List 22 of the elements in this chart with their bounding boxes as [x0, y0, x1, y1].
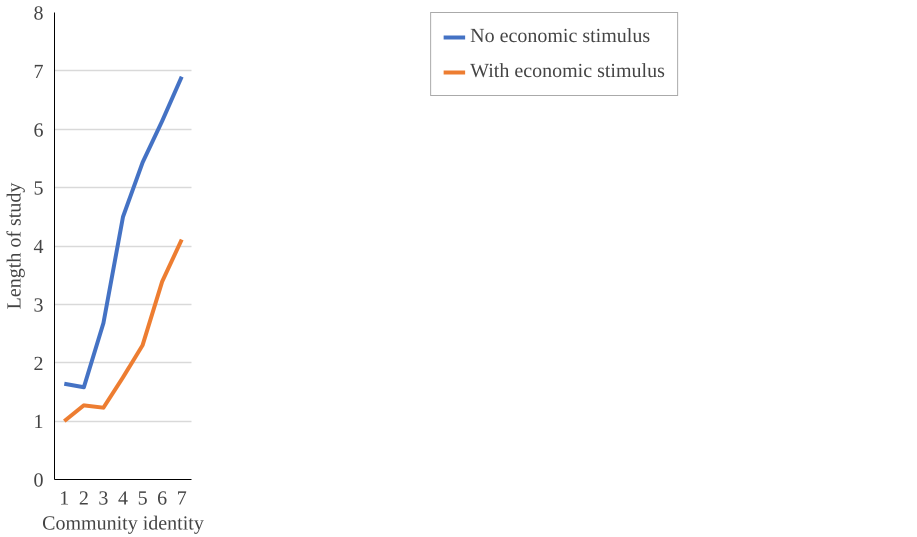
- y-tick-label: 6: [34, 119, 44, 142]
- legend-label: With economic stimulus: [470, 60, 665, 83]
- x-tick-label: 1: [59, 488, 70, 510]
- y-tick-label: 1: [34, 411, 44, 434]
- x-tick-label: 7: [176, 488, 187, 510]
- line-series: [62, 238, 184, 424]
- x-tick-label: 6: [157, 488, 168, 510]
- line-series: [62, 74, 184, 390]
- x-tick-label: 5: [138, 488, 148, 510]
- x-tick-label: 3: [98, 488, 108, 510]
- x-tick-label: 4: [118, 488, 128, 510]
- y-tick-label: 4: [34, 236, 44, 258]
- y-tick-label: 2: [34, 352, 44, 375]
- x-axis-title: Community identity: [42, 512, 204, 534]
- y-axis-title: Length of study: [4, 182, 26, 310]
- y-tick-label: 7: [34, 60, 44, 83]
- y-tick-label: 3: [34, 294, 44, 316]
- legend-label: No economic stimulus: [470, 25, 650, 48]
- y-tick-label: 5: [34, 178, 44, 200]
- y-tick-label: 0: [34, 470, 44, 492]
- y-tick-label: 8: [34, 2, 44, 24]
- x-tick-label: 2: [78, 488, 89, 510]
